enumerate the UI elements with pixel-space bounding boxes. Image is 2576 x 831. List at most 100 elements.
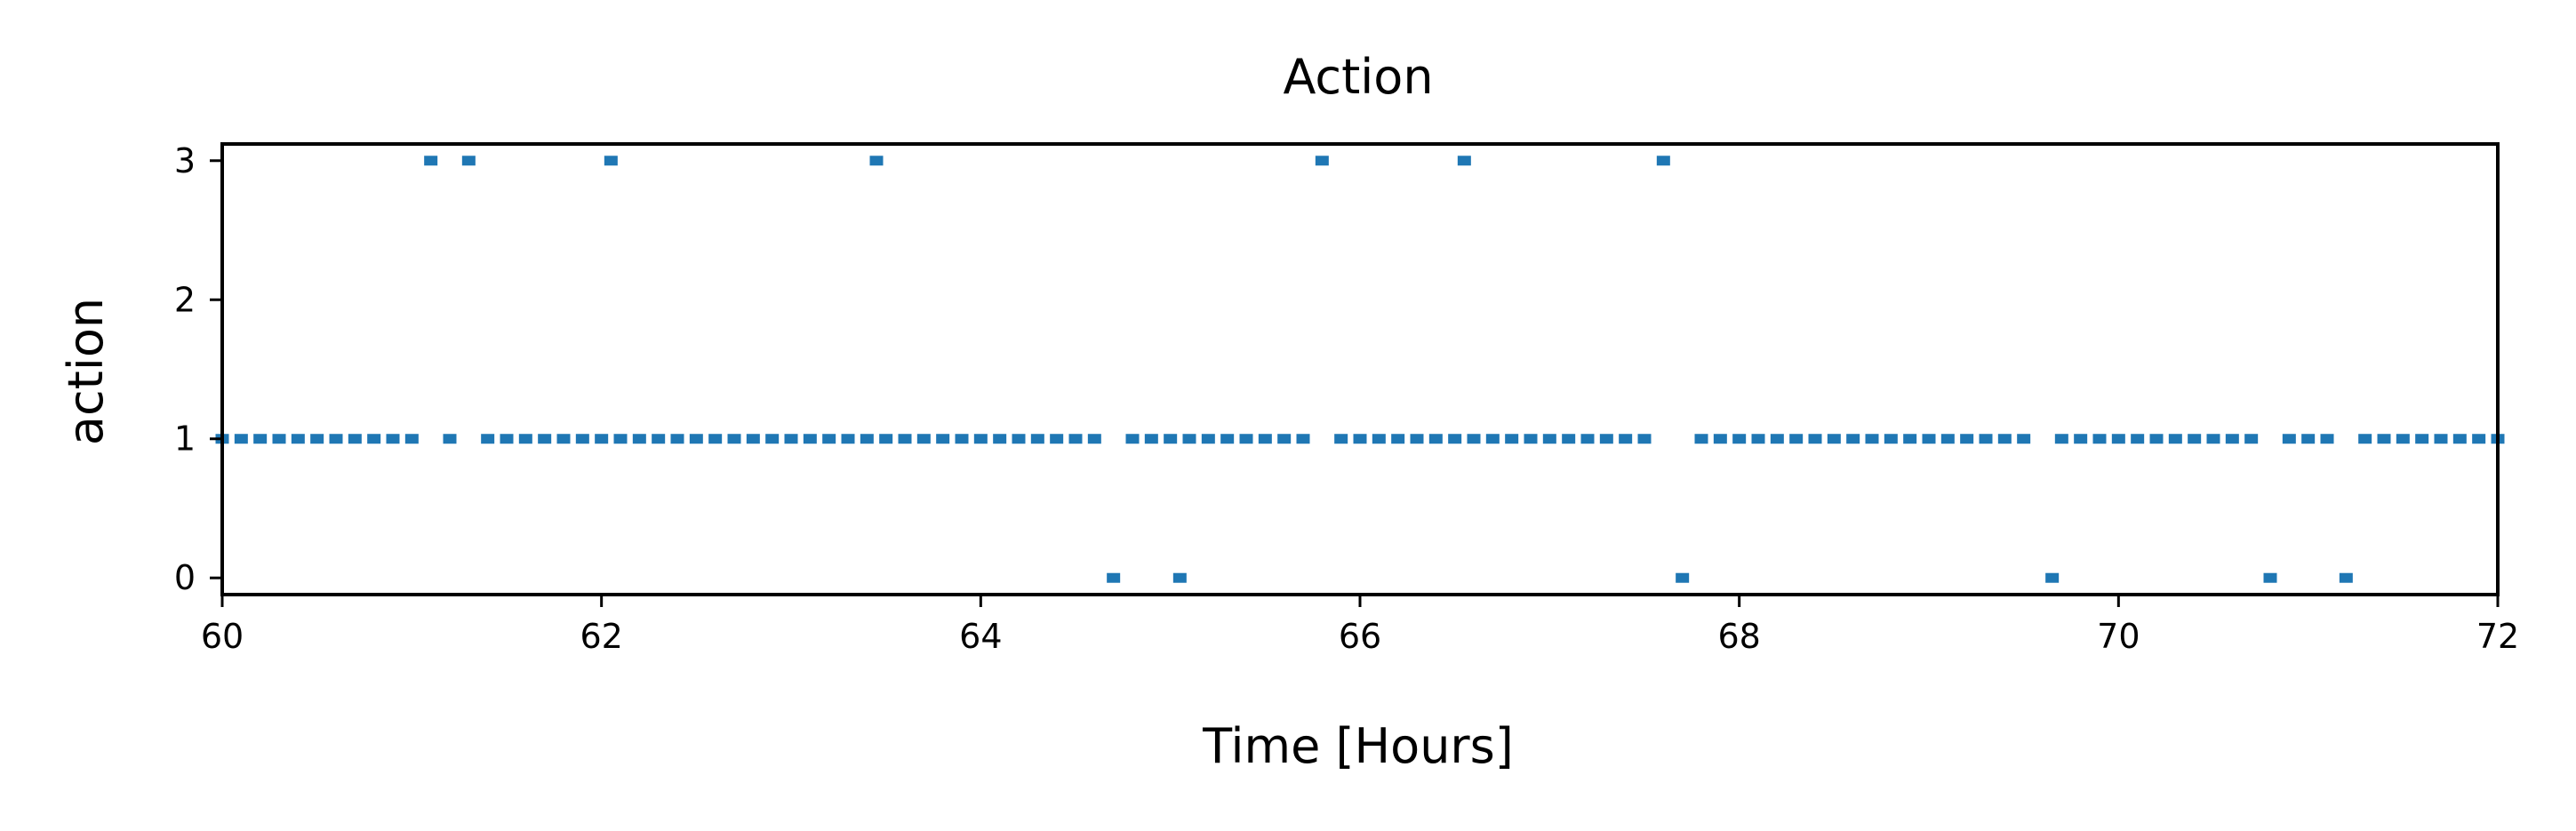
data-point-action-1 xyxy=(404,434,419,444)
data-point-action-1 xyxy=(1808,434,1822,444)
data-point-action-1 xyxy=(1448,434,1462,444)
data-point-action-1 xyxy=(2149,434,2164,444)
data-point-action-1 xyxy=(689,434,703,444)
x-axis: 60 62 64 66 68 70 72 xyxy=(201,595,2519,656)
data-point-action-1 xyxy=(652,434,666,444)
y-tick-label: 1 xyxy=(174,419,196,459)
data-point-action-0 xyxy=(1107,572,1121,583)
data-point-action-1 xyxy=(310,434,324,444)
data-point-action-1 xyxy=(348,434,362,444)
data-point-action-1 xyxy=(916,434,931,444)
data-point-action-1 xyxy=(2092,434,2107,444)
data-point-action-1 xyxy=(1884,434,1898,444)
data-point-action-1 xyxy=(1125,434,1140,444)
data-point-action-1 xyxy=(1485,434,1500,444)
data-point-action-1 xyxy=(2225,434,2239,444)
data-point-action-1 xyxy=(1960,434,1974,444)
data-point-action-1 xyxy=(2415,434,2429,444)
plot-frame xyxy=(220,142,2500,596)
data-point-action-1 xyxy=(1182,434,1196,444)
data-point-action-1 xyxy=(1258,434,1272,444)
data-point-action-1 xyxy=(993,434,1007,444)
data-point-action-1 xyxy=(538,434,552,444)
data-point-action-1 xyxy=(2472,434,2486,444)
data-point-action-3 xyxy=(604,156,618,166)
data-point-action-0 xyxy=(1676,572,1690,583)
data-point-action-1 xyxy=(1997,434,2012,444)
data-point-action-1 xyxy=(291,434,305,444)
data-point-action-1 xyxy=(2168,434,2182,444)
data-point-action-1 xyxy=(443,434,457,444)
data-point-action-1 xyxy=(1770,434,1784,444)
data-point-action-1 xyxy=(2188,434,2202,444)
data-point-action-1 xyxy=(803,434,817,444)
data-point-action-1 xyxy=(2396,434,2410,444)
data-point-action-1 xyxy=(2206,434,2220,444)
y-axis-label: action xyxy=(58,298,114,445)
chart-title: Action xyxy=(1283,49,1433,105)
data-point-action-1 xyxy=(1542,434,1556,444)
data-point-action-1 xyxy=(1580,434,1595,444)
data-point-action-1 xyxy=(1751,434,1765,444)
data-point-action-1 xyxy=(234,434,248,444)
x-tick-label: 60 xyxy=(201,617,244,656)
data-point-action-1 xyxy=(841,434,855,444)
data-point-action-3 xyxy=(424,156,438,166)
data-point-action-1 xyxy=(1562,434,1576,444)
data-point-action-1 xyxy=(1296,434,1310,444)
x-tick-label: 62 xyxy=(580,617,622,656)
data-point-action-1 xyxy=(1410,434,1424,444)
data-point-action-1 xyxy=(1050,434,1064,444)
data-point-action-1 xyxy=(2358,434,2372,444)
data-point-action-1 xyxy=(765,434,780,444)
data-point-action-1 xyxy=(272,434,286,444)
data-point-action-1 xyxy=(1353,434,1367,444)
data-point-action-1 xyxy=(1865,434,1879,444)
data-point-action-1 xyxy=(2301,434,2316,444)
data-point-action-1 xyxy=(1030,434,1044,444)
data-point-action-1 xyxy=(746,434,760,444)
x-axis-label: Time [Hours] xyxy=(1202,718,1514,774)
data-point-action-1 xyxy=(2244,434,2259,444)
plot-area xyxy=(215,142,2505,596)
data-point-action-1 xyxy=(329,434,343,444)
data-point-action-1 xyxy=(2054,434,2068,444)
data-point-action-1 xyxy=(1220,434,1235,444)
data-point-action-1 xyxy=(1334,434,1348,444)
data-point-action-1 xyxy=(367,434,381,444)
data-point-action-3 xyxy=(1315,156,1329,166)
x-tick-label: 64 xyxy=(959,617,1002,656)
data-point-action-3 xyxy=(461,156,476,166)
data-point-action-1 xyxy=(481,434,495,444)
data-point-action-1 xyxy=(1372,434,1386,444)
data-point-action-1 xyxy=(1391,434,1405,444)
data-point-action-1 xyxy=(556,434,571,444)
y-tick-label: 3 xyxy=(174,141,196,180)
data-point-action-1 xyxy=(784,434,798,444)
data-point-action-1 xyxy=(1922,434,1936,444)
data-point-action-1 xyxy=(1789,434,1804,444)
data-point-action-1 xyxy=(1827,434,1841,444)
data-point-action-1 xyxy=(1239,434,1253,444)
data-point-action-1 xyxy=(1619,434,1633,444)
data-point-action-1 xyxy=(1694,434,1708,444)
data-point-action-1 xyxy=(670,434,684,444)
data-point-action-3 xyxy=(1656,156,1670,166)
data-point-action-0 xyxy=(2263,572,2277,583)
data-point-action-1 xyxy=(1277,434,1292,444)
data-point-action-1 xyxy=(518,434,532,444)
data-point-action-1 xyxy=(253,434,268,444)
data-point-action-1 xyxy=(2452,434,2467,444)
data-point-action-1 xyxy=(727,434,741,444)
x-tick-label: 66 xyxy=(1339,617,1381,656)
data-point-action-1 xyxy=(2131,434,2145,444)
data-point-action-1 xyxy=(1637,434,1652,444)
data-point-action-1 xyxy=(955,434,969,444)
data-point-action-3 xyxy=(1457,156,1471,166)
data-point-action-1 xyxy=(386,434,400,444)
data-point-action-1 xyxy=(1599,434,1613,444)
data-point-action-1 xyxy=(879,434,893,444)
data-point-action-1 xyxy=(2074,434,2088,444)
data-point-action-1 xyxy=(2320,434,2334,444)
